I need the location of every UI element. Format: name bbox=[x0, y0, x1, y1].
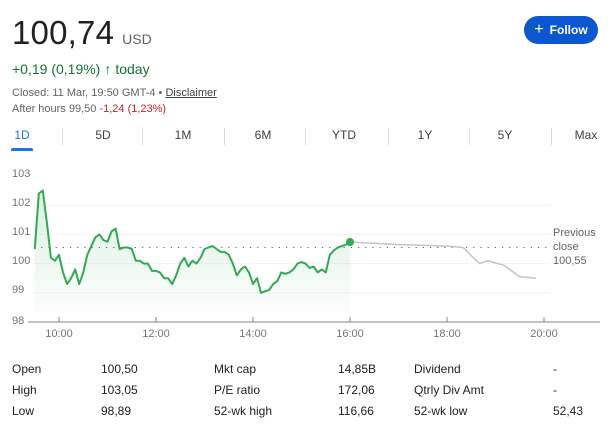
y-tick-103: 103 bbox=[12, 168, 31, 180]
tab-5d[interactable]: 5D bbox=[95, 128, 111, 142]
tab-5y[interactable]: 5Y bbox=[497, 128, 513, 142]
tab-1d[interactable]: 1D bbox=[14, 128, 30, 142]
plus-icon: + bbox=[534, 21, 544, 38]
disclaimer-link[interactable]: Disclaimer bbox=[165, 87, 217, 99]
after-hours: After hours 99,50 -1,24 (1,23%) bbox=[12, 103, 166, 115]
change-value: +0,19 (0,19%) bbox=[12, 61, 101, 77]
x-tick-2000: 20:00 bbox=[530, 328, 558, 340]
stat-low-label: Low bbox=[12, 404, 35, 418]
stat-high-value: 103,05 bbox=[101, 383, 138, 397]
y-tick-100: 100 bbox=[12, 255, 31, 267]
after-hours-change: -1,24 (1,23%) bbox=[99, 103, 167, 115]
x-tick-1600: 16:00 bbox=[336, 328, 364, 340]
active-tab-indicator bbox=[11, 148, 33, 151]
stat-52wk-high-value: 116,66 bbox=[338, 404, 374, 418]
stat-52wk-low-value: 52,43 bbox=[553, 404, 584, 418]
tab-divider bbox=[62, 128, 63, 145]
arrow-up-icon: ↑ bbox=[104, 61, 112, 77]
tab-divider bbox=[388, 128, 389, 145]
stat-high-label: High bbox=[12, 383, 37, 397]
stat-open-label: Open bbox=[12, 362, 42, 376]
tab-divider bbox=[551, 128, 552, 145]
stat-open-value: 100,50 bbox=[101, 362, 138, 376]
stat-low-value: 98,89 bbox=[101, 404, 132, 418]
time-range-tabs: 1D 5D 1M 6M YTD 1Y 5Y Max bbox=[0, 124, 614, 152]
stat-qtrly-div-value: - bbox=[553, 383, 557, 397]
market-status: Closed: 11 Mar, 19:50 GMT-4 • Disclaimer bbox=[12, 87, 217, 99]
tab-divider bbox=[142, 128, 143, 145]
price-chart[interactable]: 103 102 101 100 99 98 10:00 12:00 14:00 … bbox=[0, 160, 614, 350]
stat-52wk-low-label: 52-wk low bbox=[414, 404, 468, 418]
stat-52wk-high-label: 52-wk high bbox=[214, 404, 273, 418]
y-tick-102: 102 bbox=[12, 197, 31, 209]
price-change: +0,19 (0,19%) ↑ today bbox=[12, 61, 150, 77]
x-tick-1800: 18:00 bbox=[433, 328, 461, 340]
tab-6m[interactable]: 6M bbox=[254, 128, 272, 142]
previous-close-text: Previous bbox=[553, 227, 596, 239]
previous-close-value: 100,55 bbox=[553, 255, 587, 267]
tab-divider bbox=[469, 128, 470, 145]
previous-close-label: Previous close 100,55 bbox=[553, 226, 596, 268]
price-header: 100,74 USD bbox=[12, 14, 152, 52]
follow-button[interactable]: + Follow bbox=[524, 16, 598, 44]
currency-label: USD bbox=[122, 31, 152, 47]
current-price: 100,74 bbox=[12, 14, 115, 51]
stat-pe-label: P/E ratio bbox=[214, 383, 261, 397]
tab-divider bbox=[224, 128, 225, 145]
after-hours-price: After hours 99,50 bbox=[12, 103, 97, 115]
y-tick-99: 99 bbox=[12, 284, 25, 296]
previous-close-text-2: close bbox=[553, 241, 579, 253]
stat-dividend-value: - bbox=[553, 362, 557, 376]
stat-dividend-label: Dividend bbox=[414, 362, 461, 376]
tab-divider bbox=[305, 128, 306, 145]
stat-qtrly-div-label: Qtrly Div Amt bbox=[414, 383, 485, 397]
stat-mktcap-value: 14,85B bbox=[338, 362, 377, 376]
tab-ytd[interactable]: YTD bbox=[332, 128, 356, 142]
y-tick-98: 98 bbox=[12, 315, 25, 327]
x-tick-1200: 12:00 bbox=[142, 328, 170, 340]
tab-1y[interactable]: 1Y bbox=[417, 128, 433, 142]
stat-pe-value: 172,06 bbox=[338, 383, 375, 397]
y-tick-101: 101 bbox=[12, 226, 31, 238]
closed-text: Closed: 11 Mar, 19:50 GMT-4 • bbox=[12, 87, 163, 99]
chart-canvas bbox=[28, 189, 600, 323]
x-tick-1400: 14:00 bbox=[239, 328, 267, 340]
follow-label: Follow bbox=[549, 23, 588, 37]
change-period: today bbox=[115, 61, 150, 77]
tab-1m[interactable]: 1M bbox=[174, 128, 192, 142]
tab-max[interactable]: Max bbox=[574, 128, 598, 142]
x-tick-1000: 10:00 bbox=[45, 328, 73, 340]
stat-mktcap-label: Mkt cap bbox=[214, 362, 257, 376]
